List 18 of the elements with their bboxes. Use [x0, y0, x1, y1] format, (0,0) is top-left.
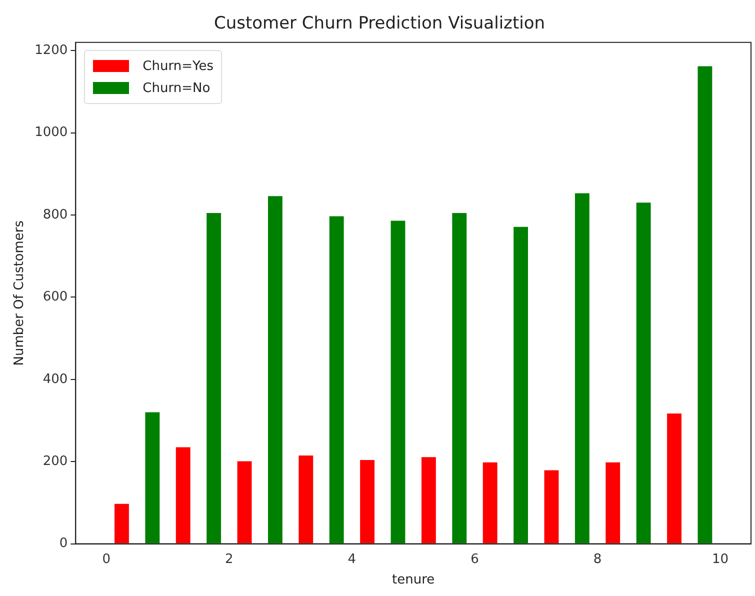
x-tick-label: 0: [102, 552, 111, 567]
x-tick-label: 8: [593, 552, 602, 567]
x-tick-label: 4: [348, 552, 356, 567]
y-tick-label: 200: [42, 454, 68, 469]
y-tick-label: 1000: [34, 125, 68, 140]
x-axis-title: tenure: [392, 572, 435, 588]
legend-label: Churn=No: [142, 80, 210, 96]
y-axis-title: Number Of Customers: [12, 220, 28, 366]
x-tick-label: 10: [712, 552, 729, 567]
x-tick-label: 2: [225, 552, 234, 567]
chart-title: Customer Churn Prediction Visualiztion: [214, 14, 546, 34]
x-tick-label: 6: [470, 552, 479, 567]
y-tick-label: 400: [42, 372, 68, 387]
y-tick-label: 1200: [34, 42, 68, 58]
y-tick-label: 800: [42, 207, 68, 222]
legend-label: Churn=Yes: [142, 58, 214, 74]
y-tick-label: 0: [59, 536, 68, 552]
y-tick-label: 600: [42, 290, 68, 305]
